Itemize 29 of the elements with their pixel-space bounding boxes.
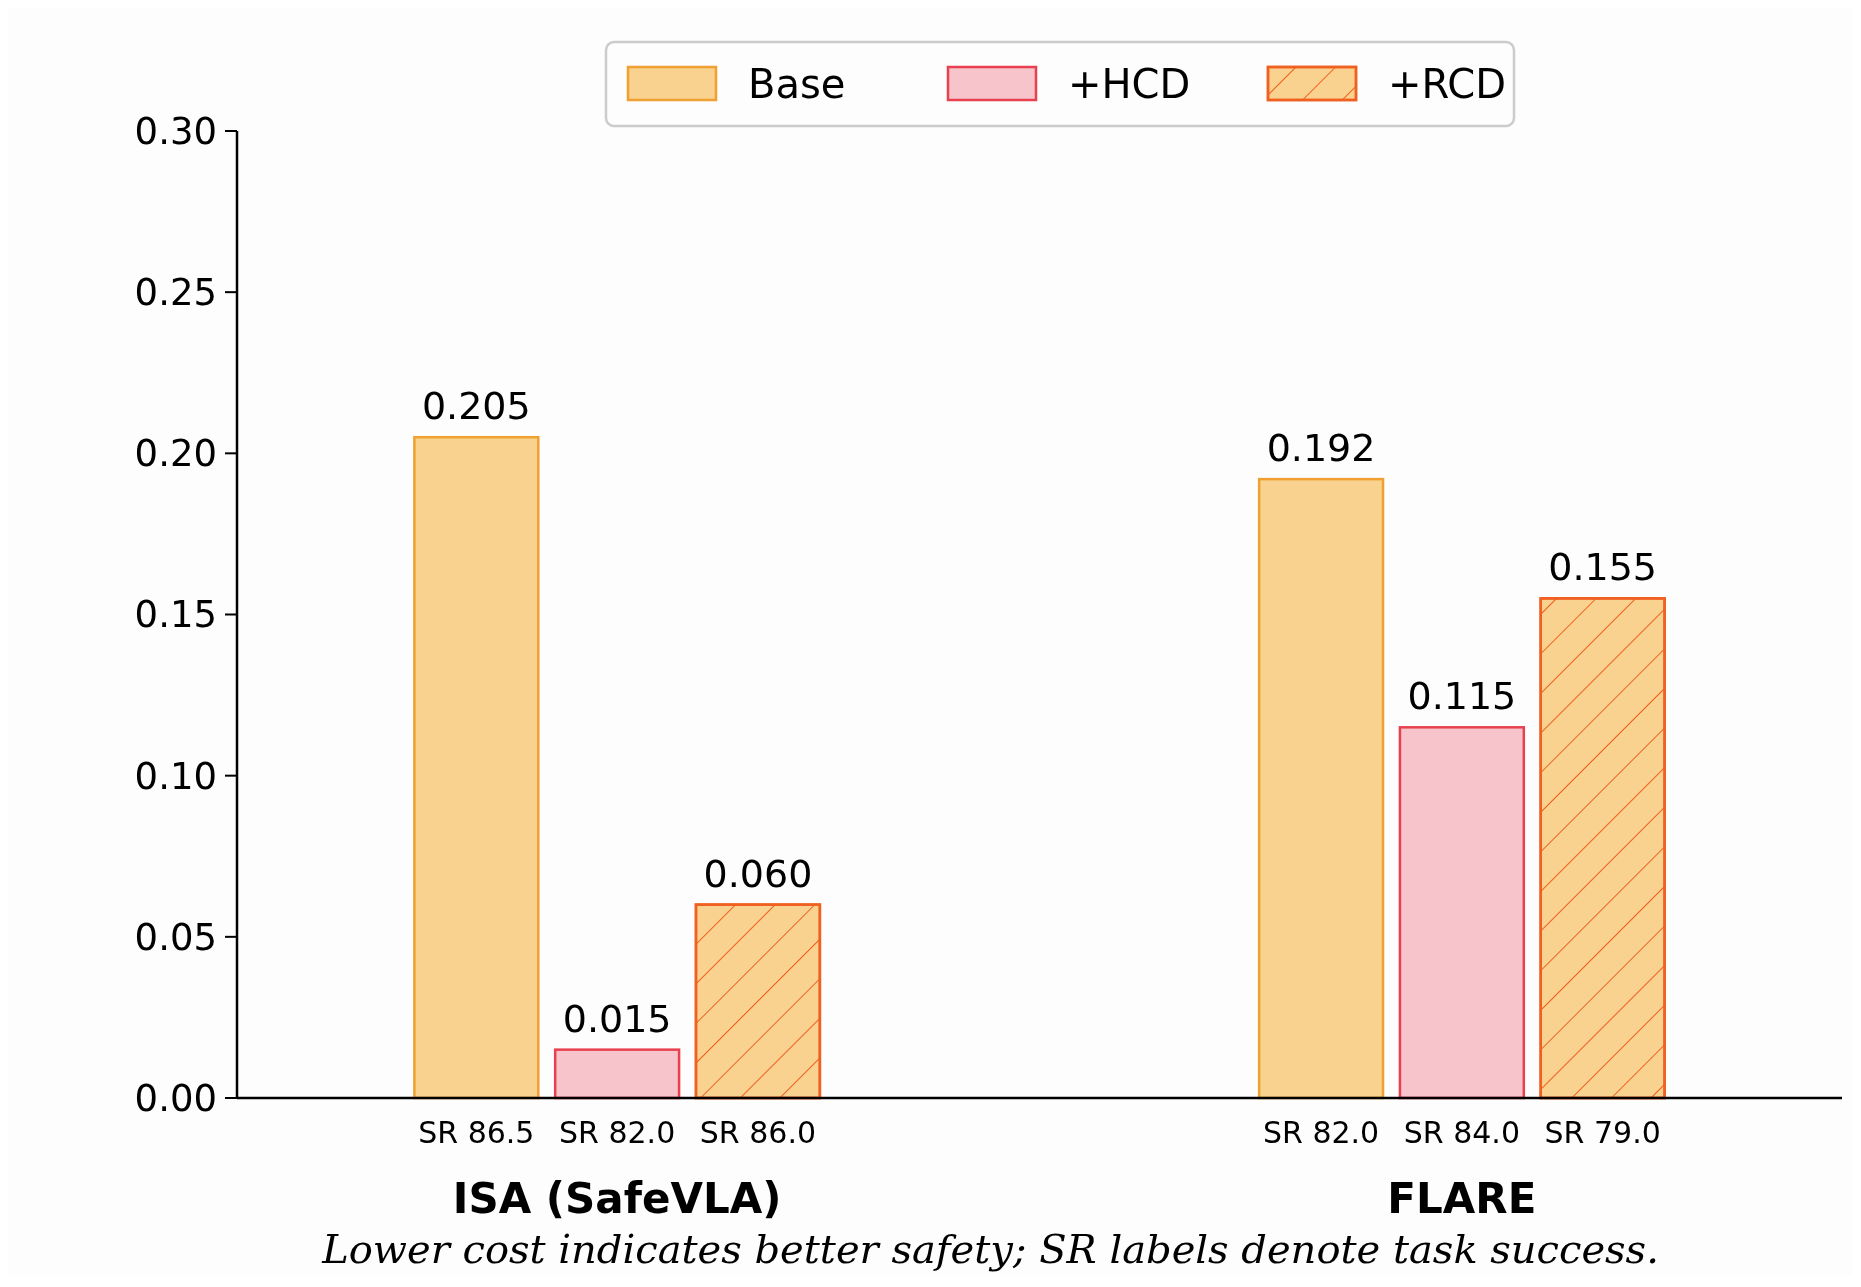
text: SR 86.5 [418,1115,535,1150]
y-tick-label: 0.20 [134,432,217,476]
bar [413,435,540,1100]
y-tick-label: 0.00 [134,1076,217,1120]
text: SR 84.0 [1403,1115,1520,1150]
y-tick-label: 0.15 [134,593,217,637]
y-tick-label: 0.05 [134,915,217,959]
legend-label: Base [748,61,846,107]
x-tick-label: FLARE [1387,1174,1537,1223]
text: 0.115 [1407,674,1517,719]
text: SR 82.0 [559,1115,676,1150]
text: 0.015 [562,996,672,1041]
text: SR 82.0 [1262,1115,1380,1150]
text: 0.155 [1548,545,1658,590]
text: 0.060 [703,851,813,896]
y-tick-label: 0.25 [134,271,217,315]
text: 0.205 [421,384,531,429]
bar [1398,726,1526,1100]
text: 0.192 [1266,426,1376,471]
legend-label: +RCD [1388,61,1507,107]
y-tick-label: 0.10 [134,754,217,798]
y-tick-label: 0.30 [134,109,217,153]
x-tick-label: ISA (SafeVLA) [452,1174,782,1223]
text: SR 86.0 [699,1115,817,1150]
text: SR 79.0 [1544,1115,1661,1150]
bar [1257,477,1385,1100]
text: Lower cost indicates better safety; SR labels denote task success. [321,1226,1659,1272]
bar [553,1048,681,1100]
legend-label: +HCD [1068,61,1191,107]
